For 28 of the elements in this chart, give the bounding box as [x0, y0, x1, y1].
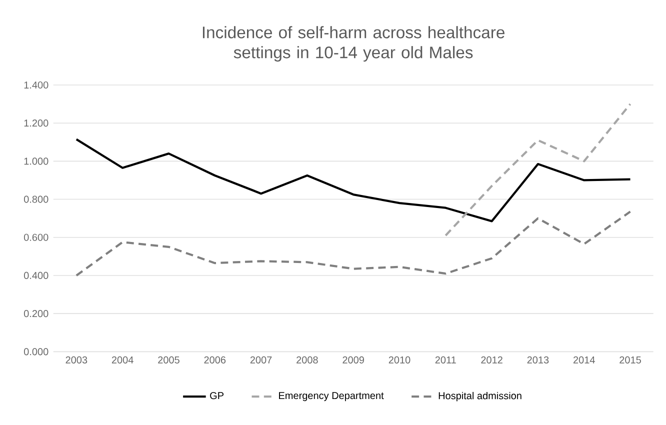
y-tick-label: 0.800: [24, 196, 48, 203]
y-tick-label: 0.000: [24, 348, 48, 356]
y-tick-label: 0.400: [24, 272, 48, 280]
y-tick-label: 1.200: [24, 120, 48, 127]
y-tick-label: 0.200: [24, 310, 48, 318]
legend-label: Emergency Department: [279, 392, 384, 402]
x-tick-label: 2009: [342, 356, 364, 364]
x-tick-label: 2015: [620, 356, 641, 364]
line-series: [444, 102, 632, 237]
x-tick-label: 2011: [435, 356, 456, 364]
x-tick-label: 2010: [388, 356, 410, 364]
x-tick-label: 2012: [481, 356, 502, 364]
line-series: [75, 138, 632, 222]
x-tick-label: 2014: [573, 356, 595, 364]
x-tick-label: 2008: [296, 356, 318, 364]
y-tick-label: 1.400: [24, 81, 48, 89]
x-tick-label: 2007: [250, 356, 272, 364]
chart-title: Incidence of self-harm across healthcare settings in 10-14 year old Males: [202, 26, 504, 62]
x-tick-label: 2006: [204, 356, 226, 364]
y-tick-label: 1.000: [24, 158, 48, 165]
x-tick-label: 2003: [66, 356, 88, 364]
legend-label: Hospital admission: [438, 392, 522, 402]
line-series: [75, 210, 632, 277]
legend-label: GP: [210, 392, 224, 400]
x-tick-label: 2013: [527, 356, 549, 364]
x-tick-label: 2004: [112, 356, 134, 364]
y-tick-label: 0.600: [24, 234, 48, 241]
x-tick-label: 2005: [158, 356, 180, 364]
